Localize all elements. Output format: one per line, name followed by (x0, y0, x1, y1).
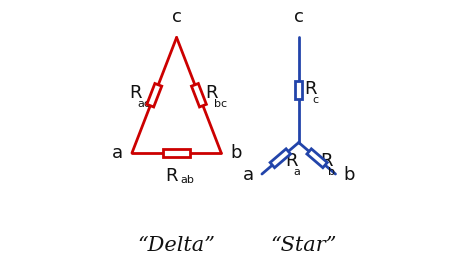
Polygon shape (147, 83, 162, 107)
Polygon shape (307, 149, 327, 168)
Text: “Star”: “Star” (271, 237, 337, 256)
Text: ab: ab (181, 175, 194, 185)
Text: R: R (285, 152, 298, 170)
Text: R: R (206, 84, 218, 102)
Polygon shape (191, 83, 206, 107)
Text: c: c (312, 95, 319, 105)
Text: a: a (243, 166, 254, 184)
Text: c: c (294, 8, 304, 26)
Text: R: R (129, 84, 142, 102)
Text: R: R (304, 80, 317, 98)
Text: R: R (165, 167, 178, 185)
Text: “Delta”: “Delta” (137, 237, 216, 256)
Text: b: b (328, 167, 335, 177)
Text: c: c (172, 8, 182, 26)
Text: R: R (320, 152, 333, 170)
Text: b: b (343, 166, 355, 184)
Polygon shape (164, 149, 190, 157)
Text: ac: ac (138, 99, 151, 109)
Polygon shape (270, 149, 291, 168)
Polygon shape (295, 82, 302, 98)
Text: bc: bc (214, 99, 227, 109)
Text: a: a (293, 167, 301, 177)
Text: b: b (230, 144, 242, 162)
Text: a: a (112, 144, 123, 162)
